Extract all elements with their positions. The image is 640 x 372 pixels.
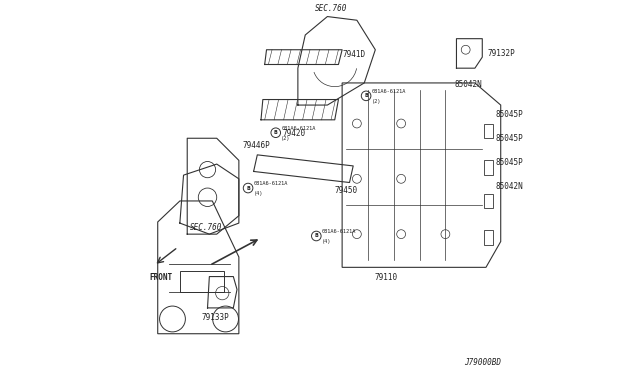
Text: 79450: 79450 — [335, 186, 358, 195]
Text: 79420: 79420 — [283, 129, 306, 138]
Text: B: B — [246, 186, 250, 190]
Text: 85045P: 85045P — [495, 158, 523, 167]
Text: SEC.760: SEC.760 — [315, 4, 348, 13]
Text: (2): (2) — [372, 99, 381, 104]
Text: 7941D: 7941D — [342, 50, 365, 60]
Text: 79446P: 79446P — [243, 141, 270, 150]
Text: 081A6-6121A: 081A6-6121A — [322, 229, 356, 234]
Text: SEC.760: SEC.760 — [189, 223, 222, 232]
Bar — [180, 271, 224, 292]
Text: 85045P: 85045P — [495, 110, 523, 119]
Text: 85045P: 85045P — [495, 134, 523, 143]
Bar — [484, 124, 493, 138]
Bar — [484, 193, 493, 208]
Text: (4): (4) — [322, 239, 332, 244]
Text: 79132P: 79132P — [488, 49, 516, 58]
Text: 081A6-6121A: 081A6-6121A — [281, 126, 316, 131]
Text: FRONT: FRONT — [150, 273, 173, 282]
Text: 79133P: 79133P — [201, 314, 228, 323]
Bar — [484, 231, 493, 245]
Text: B: B — [364, 93, 368, 98]
Bar — [484, 160, 493, 175]
Text: 85042N: 85042N — [495, 182, 523, 191]
Text: J79000BD: J79000BD — [464, 358, 500, 367]
Text: B: B — [314, 234, 318, 238]
Text: 85042N: 85042N — [454, 80, 483, 89]
Text: 081A6-6121A: 081A6-6121A — [253, 181, 288, 186]
Text: B: B — [274, 130, 278, 135]
Text: 081A6-6121A: 081A6-6121A — [372, 89, 406, 94]
Text: (2): (2) — [281, 136, 291, 141]
Text: (4): (4) — [253, 191, 263, 196]
Text: 79110: 79110 — [375, 273, 398, 282]
